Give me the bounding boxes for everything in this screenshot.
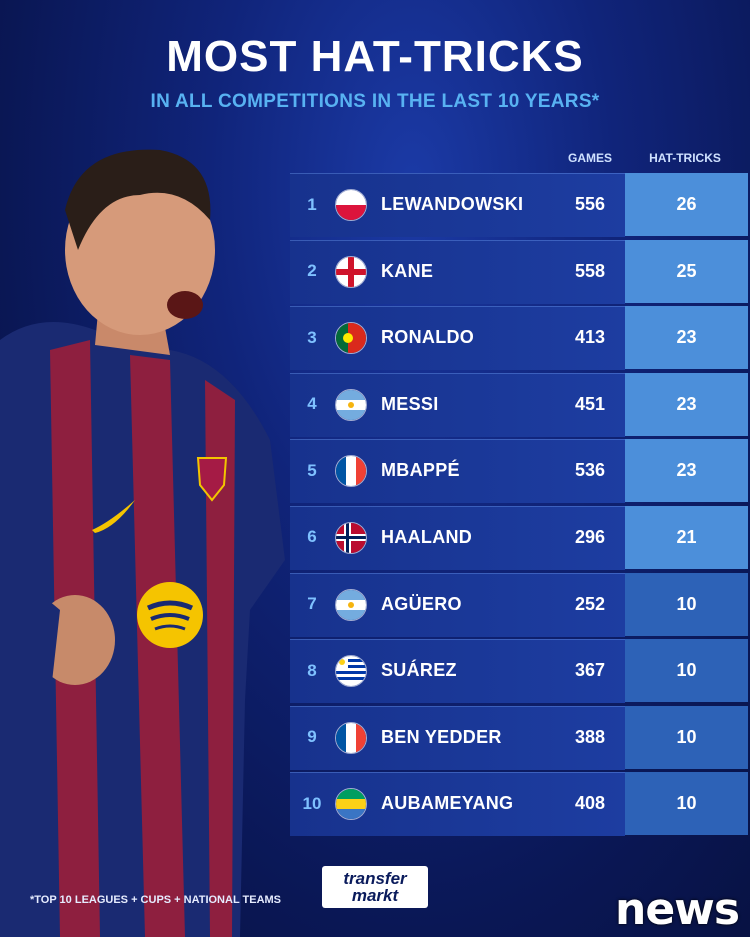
player-name: MBAPPÉ bbox=[381, 460, 460, 481]
hattricks-value: 26 bbox=[676, 194, 697, 214]
table-row: 9 BEN YEDDER 388 10 bbox=[290, 705, 748, 770]
games-value: 451 bbox=[574, 393, 606, 414]
page-title: MOST HAT-TRICKS bbox=[166, 32, 584, 81]
hattricks-value: 25 bbox=[676, 260, 697, 281]
news-watermark: news bbox=[615, 884, 740, 935]
games-value: 367 bbox=[574, 660, 606, 681]
france-flag-icon bbox=[335, 721, 367, 754]
games-value: 296 bbox=[574, 526, 606, 547]
page-subtitle: IN ALL COMPETITIONS IN THE LAST 10 YEARS… bbox=[150, 91, 600, 112]
hattricks-value: 23 bbox=[676, 393, 697, 414]
hattricks-cell bbox=[625, 239, 748, 303]
logo-line-2: markt bbox=[351, 886, 399, 905]
hattricks-cell bbox=[625, 772, 748, 836]
games-value: 413 bbox=[574, 327, 606, 348]
hattricks-value: 21 bbox=[676, 526, 697, 547]
player-name: LEWANDOWSKI bbox=[381, 194, 524, 214]
table-row: 6 HAALAND 296 21 bbox=[290, 505, 748, 570]
games-value: 408 bbox=[574, 793, 606, 814]
rank: 9 bbox=[307, 727, 317, 747]
ranking-table: 1 LEWANDOWSKI 556 26 2 KANE 558 25 3 RONALDO 413 23… bbox=[290, 173, 748, 839]
hattricks-cell bbox=[625, 306, 748, 370]
footnote: *TOP 10 LEAGUES + CUPS + NATIONAL TEAMS bbox=[30, 894, 282, 906]
gabon-flag-icon bbox=[335, 788, 367, 821]
poland-flag-icon bbox=[335, 189, 367, 221]
player-image bbox=[0, 149, 285, 937]
games-value: 388 bbox=[574, 726, 606, 747]
hattricks-value: 10 bbox=[676, 726, 697, 747]
hattricks-value: 10 bbox=[676, 793, 697, 814]
uruguay-flag-icon bbox=[335, 655, 367, 688]
rank: 5 bbox=[307, 460, 317, 480]
hattricks-cell bbox=[625, 705, 748, 769]
player-name: MESSI bbox=[381, 393, 439, 414]
rank: 1 bbox=[307, 194, 317, 214]
games-value: 558 bbox=[574, 260, 606, 281]
table-row: 8 SUÁREZ 367 10 bbox=[290, 639, 748, 704]
hattricks-cell bbox=[625, 639, 748, 703]
hattricks-value: 23 bbox=[676, 327, 697, 348]
games-value: 252 bbox=[574, 593, 606, 614]
norway-flag-icon bbox=[335, 521, 367, 554]
table-row: 10 AUBAMEYANG 408 10 bbox=[290, 772, 748, 837]
table-row: 7 AGÜERO 252 10 bbox=[290, 572, 748, 637]
player-name: BEN YEDDER bbox=[381, 726, 502, 747]
france-flag-icon bbox=[335, 455, 367, 488]
player-name: HAALAND bbox=[381, 526, 473, 547]
column-header-games: GAMES bbox=[567, 151, 612, 165]
portugal-flag-icon bbox=[335, 322, 367, 355]
player-name: KANE bbox=[381, 260, 434, 281]
hattricks-cell bbox=[625, 439, 748, 503]
rank: 3 bbox=[307, 327, 317, 347]
hattricks-value: 10 bbox=[676, 660, 697, 681]
table-row: 1 LEWANDOWSKI 556 26 bbox=[290, 173, 748, 237]
rank: 10 bbox=[302, 793, 322, 813]
rank: 7 bbox=[307, 594, 317, 614]
hattricks-cell bbox=[625, 505, 748, 569]
table-row: 2 KANE 558 25 bbox=[290, 239, 748, 304]
games-value: 556 bbox=[574, 194, 606, 214]
hattricks-cell bbox=[625, 173, 748, 236]
table-row: 5 MBAPPÉ 536 23 bbox=[290, 439, 748, 504]
player-name: SUÁREZ bbox=[381, 660, 457, 681]
argentina-flag-icon bbox=[335, 388, 367, 421]
transfermarkt-logo: transfer markt bbox=[322, 866, 428, 908]
player-name: AUBAMEYANG bbox=[381, 793, 514, 814]
table-row: 3 RONALDO 413 23 bbox=[290, 306, 748, 371]
player-name: AGÜERO bbox=[381, 593, 462, 614]
argentina-flag-icon bbox=[335, 588, 367, 621]
rank: 8 bbox=[307, 660, 317, 680]
rank: 2 bbox=[307, 261, 317, 281]
hattricks-cell bbox=[625, 372, 748, 436]
hattricks-cell bbox=[625, 572, 748, 636]
hattricks-value: 10 bbox=[676, 593, 697, 614]
rank: 4 bbox=[307, 394, 317, 414]
column-header-hattricks: HAT-TRICKS bbox=[649, 151, 721, 165]
table-row: 4 MESSI 451 23 bbox=[290, 372, 748, 437]
hattricks-value: 23 bbox=[676, 460, 697, 481]
england-flag-icon bbox=[335, 255, 367, 288]
logo-line-1: transfer bbox=[343, 869, 407, 888]
player-name: RONALDO bbox=[381, 327, 475, 348]
rank: 6 bbox=[307, 527, 317, 547]
games-value: 536 bbox=[574, 460, 606, 481]
